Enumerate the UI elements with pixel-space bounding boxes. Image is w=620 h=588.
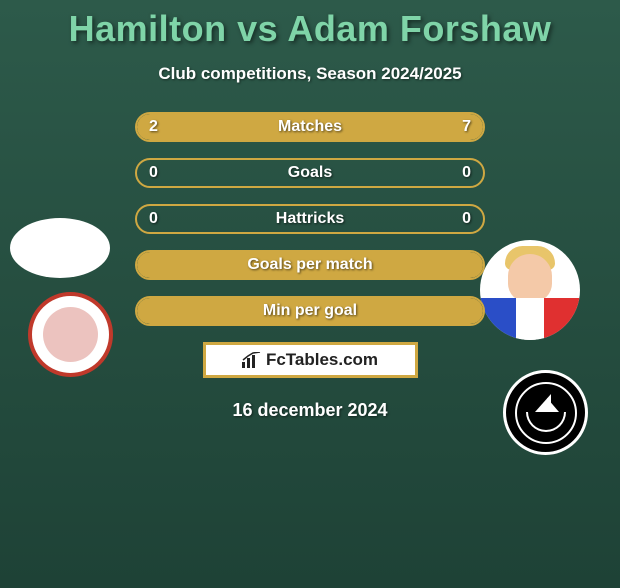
page-title: Hamilton vs Adam Forshaw [0, 8, 620, 50]
stat-right-value: 7 [462, 118, 471, 136]
stat-label: Goals per match [247, 256, 372, 274]
avatar-head [508, 254, 552, 302]
stat-right-value: 0 [462, 210, 471, 228]
stat-row: Goals per match [135, 250, 485, 280]
club-right-crest [515, 382, 577, 444]
stat-left-value: 0 [149, 210, 158, 228]
club-right-badge [503, 370, 588, 455]
ship-sail2-icon [547, 398, 559, 412]
fctables-logo-text: FcTables.com [266, 350, 378, 370]
avatar-jersey [480, 298, 580, 340]
club-left-crest [43, 307, 98, 362]
subtitle: Club competitions, Season 2024/2025 [0, 64, 620, 84]
ship-hull-icon [526, 412, 566, 432]
stat-left-value: 0 [149, 164, 158, 182]
stat-row: 0 Goals 0 [135, 158, 485, 188]
stat-left-value: 2 [149, 118, 158, 136]
chart-icon [242, 352, 262, 368]
bar-fill-right [213, 114, 483, 140]
stat-row: 0 Hattricks 0 [135, 204, 485, 234]
stat-row: Min per goal [135, 296, 485, 326]
stat-label: Hattricks [276, 210, 344, 228]
stat-bars: 2 Matches 7 0 Goals 0 0 Hattricks 0 Goals per mat… [135, 112, 485, 326]
player-right-avatar [480, 240, 580, 340]
stat-label: Min per goal [263, 302, 357, 320]
club-left-badge [28, 292, 113, 377]
stat-label: Goals [288, 164, 332, 182]
fctables-logo[interactable]: FcTables.com [203, 342, 418, 378]
stat-label: Matches [278, 118, 342, 136]
stat-right-value: 0 [462, 164, 471, 182]
comparison-content: 2 Matches 7 0 Goals 0 0 Hattricks 0 Goals per mat… [0, 112, 620, 421]
stat-row: 2 Matches 7 [135, 112, 485, 142]
player-left-avatar [10, 218, 110, 278]
player-right-figure [480, 240, 580, 340]
